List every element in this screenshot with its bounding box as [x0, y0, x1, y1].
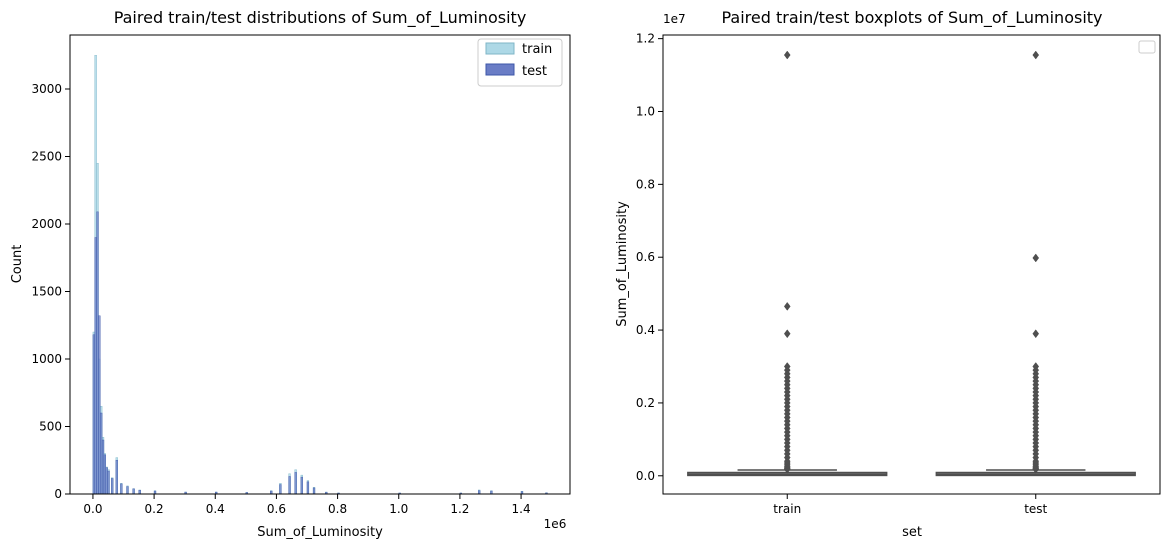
y-tick-label: 0.0	[636, 469, 655, 483]
boxplot-y-axis-label: Sum_of_Luminosity	[615, 201, 630, 327]
box-outlier	[1032, 362, 1040, 371]
hist-bar-test	[132, 488, 135, 495]
x-tick-label: 0.4	[206, 502, 225, 516]
y-tick-label: 0.4	[636, 323, 655, 337]
hist-bar-test	[115, 460, 118, 495]
hist-bar-test	[294, 472, 297, 495]
histogram-panel: Paired train/test distributions of Sum_o…	[10, 8, 571, 540]
hist-bar-test	[288, 476, 291, 495]
histogram-axes-frame	[69, 34, 571, 495]
hist-bar-test	[111, 478, 114, 495]
legend-label-train: train	[522, 42, 552, 57]
hist-bar-test	[105, 467, 108, 495]
x-tick-label: 1.2	[450, 502, 469, 516]
y-tick-label: 500	[39, 420, 62, 434]
hist-bar-test	[300, 476, 303, 495]
box-outlier	[783, 362, 791, 371]
legend-swatch-train	[485, 42, 515, 55]
boxplot-title: Paired train/test boxplots of Sum_of_Lum…	[721, 8, 1102, 28]
hist-bar-test	[98, 315, 101, 495]
boxplot-x-ticks: train test	[773, 494, 1048, 516]
boxplot-x-axis-label: set	[902, 525, 922, 540]
histogram-x-axis-label: Sum_of_Luminosity	[257, 525, 383, 540]
box-outlier	[783, 301, 791, 311]
box-outlier	[783, 329, 791, 339]
box-train	[687, 50, 888, 477]
y-tick-label: 0.2	[636, 396, 655, 410]
y-tick-label: 3000	[31, 82, 62, 96]
hist-bar-test	[100, 412, 103, 495]
hist-bar-test	[103, 454, 106, 495]
hist-bar-test	[94, 237, 97, 495]
y-tick-label: 1.2	[636, 32, 655, 46]
hist-bar-test	[107, 470, 110, 495]
histogram-bars	[92, 55, 548, 495]
hist-bar-test	[478, 490, 481, 495]
y-tick-label: 2500	[31, 150, 62, 164]
hist-bar-test	[120, 483, 123, 495]
x-tick-label: test	[1024, 502, 1047, 516]
y-tick-label: 1000	[31, 352, 62, 366]
hist-bar-test	[101, 439, 105, 495]
y-tick-label: 1500	[31, 285, 62, 299]
box-outlier	[1032, 50, 1040, 60]
y-tick-label: 0.6	[636, 250, 655, 264]
y-tick-label: 0	[54, 487, 62, 501]
histogram-title: Paired train/test distributions of Sum_o…	[114, 8, 527, 28]
box-outlier	[1032, 329, 1040, 339]
box-test	[935, 50, 1136, 477]
histogram-legend: train test	[477, 38, 563, 87]
boxplot-axes-frame	[662, 34, 1161, 495]
y-tick-label: 1.0	[636, 105, 655, 119]
hist-bar-test	[96, 211, 99, 495]
histogram-x-ticks: 0.0 0.2 0.4 0.6 0.8 1.0 1.2 1.4	[83, 494, 531, 516]
histogram-y-ticks: 0 500 1000 1500 2000 2500 3000	[31, 82, 70, 501]
boxplot-y-offset-label: 1e7	[663, 12, 686, 26]
hist-bar-test	[138, 490, 141, 495]
hist-bar-test	[312, 487, 316, 495]
hist-bar-test	[126, 486, 129, 495]
y-tick-label: 2000	[31, 217, 62, 231]
boxplot-panel: Paired train/test boxplots of Sum_of_Lum…	[615, 8, 1161, 540]
legend-swatch-test	[485, 63, 515, 76]
x-tick-label: 1.0	[389, 502, 408, 516]
histogram-y-axis-label: Count	[10, 245, 25, 284]
x-tick-label: 0.8	[328, 502, 347, 516]
x-tick-label: 0.0	[83, 502, 102, 516]
x-tick-label: 0.2	[145, 502, 164, 516]
hist-bar-test	[306, 481, 310, 495]
x-tick-label: train	[773, 502, 801, 516]
hist-bar-test	[279, 484, 282, 495]
box-outlier	[1032, 253, 1040, 263]
boxplot-boxes	[687, 50, 1136, 477]
histogram-x-offset-label: 1e6	[544, 517, 567, 531]
x-tick-label: 0.6	[267, 502, 286, 516]
x-tick-label: 1.4	[512, 502, 531, 516]
y-tick-label: 0.8	[636, 177, 655, 191]
boxplot-empty-legend	[1138, 40, 1156, 54]
box-outlier	[783, 50, 791, 60]
legend-label-test: test	[522, 64, 547, 79]
boxplot-y-ticks: 0.0 0.2 0.4 0.6 0.8 1.0 1.2	[636, 32, 663, 483]
hist-bar-test	[92, 334, 95, 495]
